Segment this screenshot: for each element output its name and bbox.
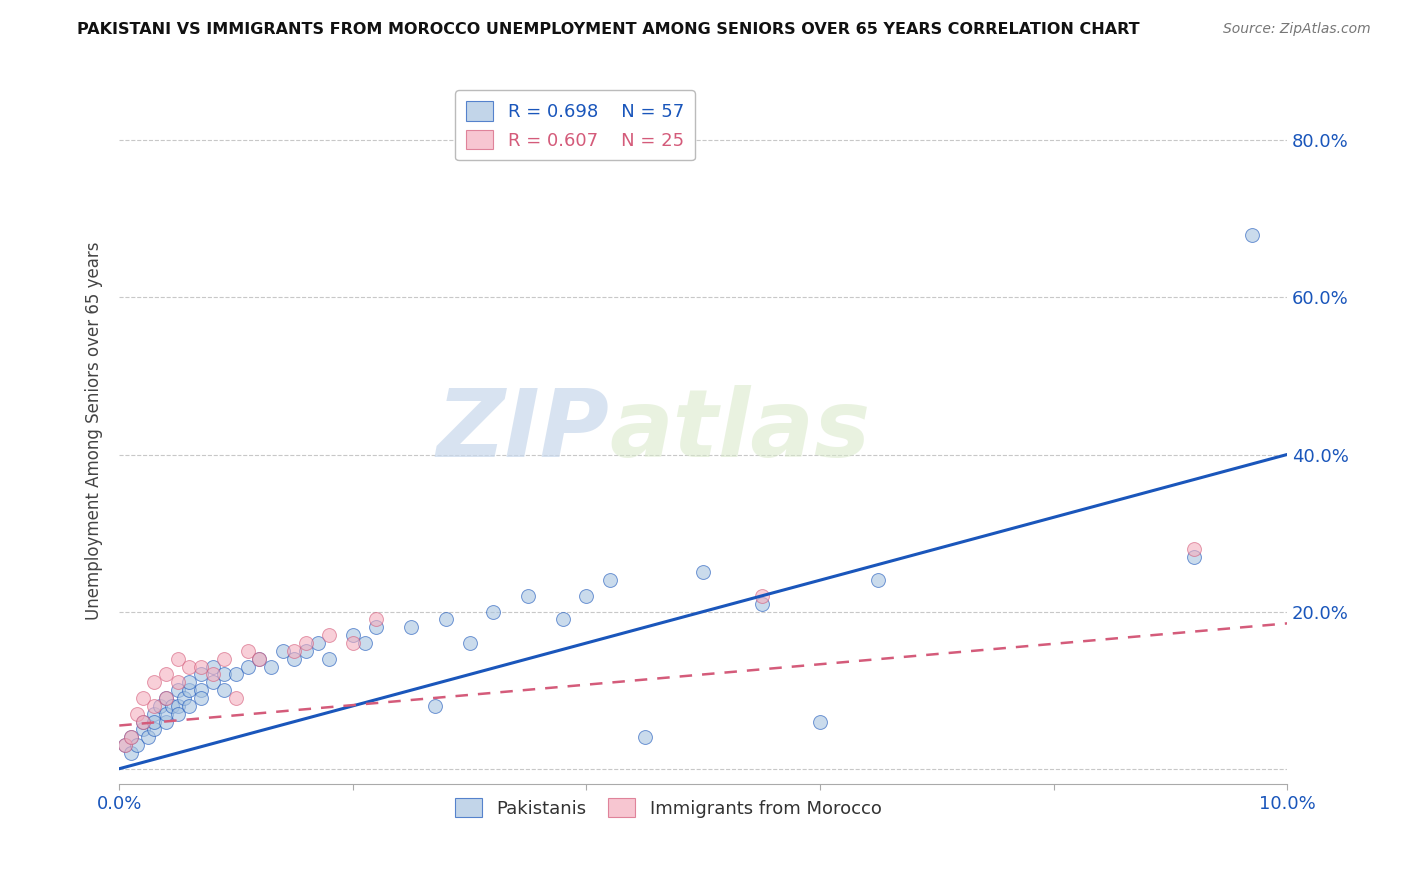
Point: [283, 644, 305, 658]
Point: [143, 723, 166, 737]
Point: [353, 636, 375, 650]
Point: [179, 659, 201, 673]
Point: [155, 667, 177, 681]
Point: [201, 659, 224, 673]
Point: [179, 698, 201, 713]
Point: [423, 698, 446, 713]
Point: [155, 691, 177, 706]
Point: [599, 573, 621, 587]
Point: [868, 573, 890, 587]
Point: [120, 731, 142, 745]
Point: [131, 691, 153, 706]
Point: [318, 652, 340, 666]
Point: [295, 644, 318, 658]
Point: [214, 683, 236, 698]
Text: PAKISTANI VS IMMIGRANTS FROM MOROCCO UNEMPLOYMENT AMONG SENIORS OVER 65 YEARS CO: PAKISTANI VS IMMIGRANTS FROM MOROCCO UNE…: [77, 22, 1140, 37]
Point: [190, 691, 212, 706]
Point: [131, 723, 153, 737]
Point: [114, 738, 136, 752]
Point: [295, 636, 318, 650]
Point: [575, 589, 598, 603]
Point: [143, 706, 166, 721]
Point: [551, 612, 574, 626]
Point: [143, 698, 166, 713]
Point: [692, 566, 714, 580]
Point: [342, 628, 364, 642]
Point: [155, 706, 177, 721]
Point: [179, 675, 201, 690]
Point: [131, 714, 153, 729]
Point: [808, 714, 831, 729]
Point: [751, 589, 773, 603]
Text: ZIP: ZIP: [437, 385, 610, 477]
Point: [458, 636, 481, 650]
Point: [1182, 549, 1205, 564]
Point: [366, 620, 388, 634]
Point: [179, 683, 201, 698]
Point: [131, 714, 153, 729]
Point: [166, 652, 188, 666]
Point: [160, 698, 183, 713]
Point: [634, 731, 657, 745]
Point: [155, 691, 177, 706]
Point: [307, 636, 329, 650]
Point: [214, 652, 236, 666]
Point: [482, 605, 505, 619]
Point: [125, 738, 148, 752]
Point: [166, 698, 188, 713]
Point: [260, 659, 283, 673]
Point: [125, 706, 148, 721]
Point: [751, 597, 773, 611]
Point: [190, 659, 212, 673]
Point: [249, 652, 271, 666]
Point: [143, 714, 166, 729]
Point: [1241, 227, 1264, 242]
Point: [155, 714, 177, 729]
Point: [399, 620, 422, 634]
Point: [190, 667, 212, 681]
Point: [342, 636, 364, 650]
Text: Source: ZipAtlas.com: Source: ZipAtlas.com: [1223, 22, 1371, 37]
Point: [166, 706, 188, 721]
Point: [236, 644, 259, 658]
Point: [166, 683, 188, 698]
Point: [249, 652, 271, 666]
Legend: Pakistanis, Immigrants from Morocco: Pakistanis, Immigrants from Morocco: [447, 790, 889, 825]
Point: [201, 675, 224, 690]
Point: [271, 644, 294, 658]
Point: [434, 612, 457, 626]
Point: [1182, 541, 1205, 556]
Point: [120, 746, 142, 760]
Point: [138, 731, 160, 745]
Point: [318, 628, 340, 642]
Point: [120, 731, 142, 745]
Point: [190, 683, 212, 698]
Point: [283, 652, 305, 666]
Point: [149, 698, 172, 713]
Point: [114, 738, 136, 752]
Point: [166, 675, 188, 690]
Point: [366, 612, 388, 626]
Point: [214, 667, 236, 681]
Text: atlas: atlas: [610, 385, 870, 477]
Point: [225, 691, 247, 706]
Point: [173, 691, 195, 706]
Point: [236, 659, 259, 673]
Point: [143, 675, 166, 690]
Point: [201, 667, 224, 681]
Point: [225, 667, 247, 681]
Point: [517, 589, 540, 603]
Y-axis label: Unemployment Among Seniors over 65 years: Unemployment Among Seniors over 65 years: [86, 242, 103, 620]
